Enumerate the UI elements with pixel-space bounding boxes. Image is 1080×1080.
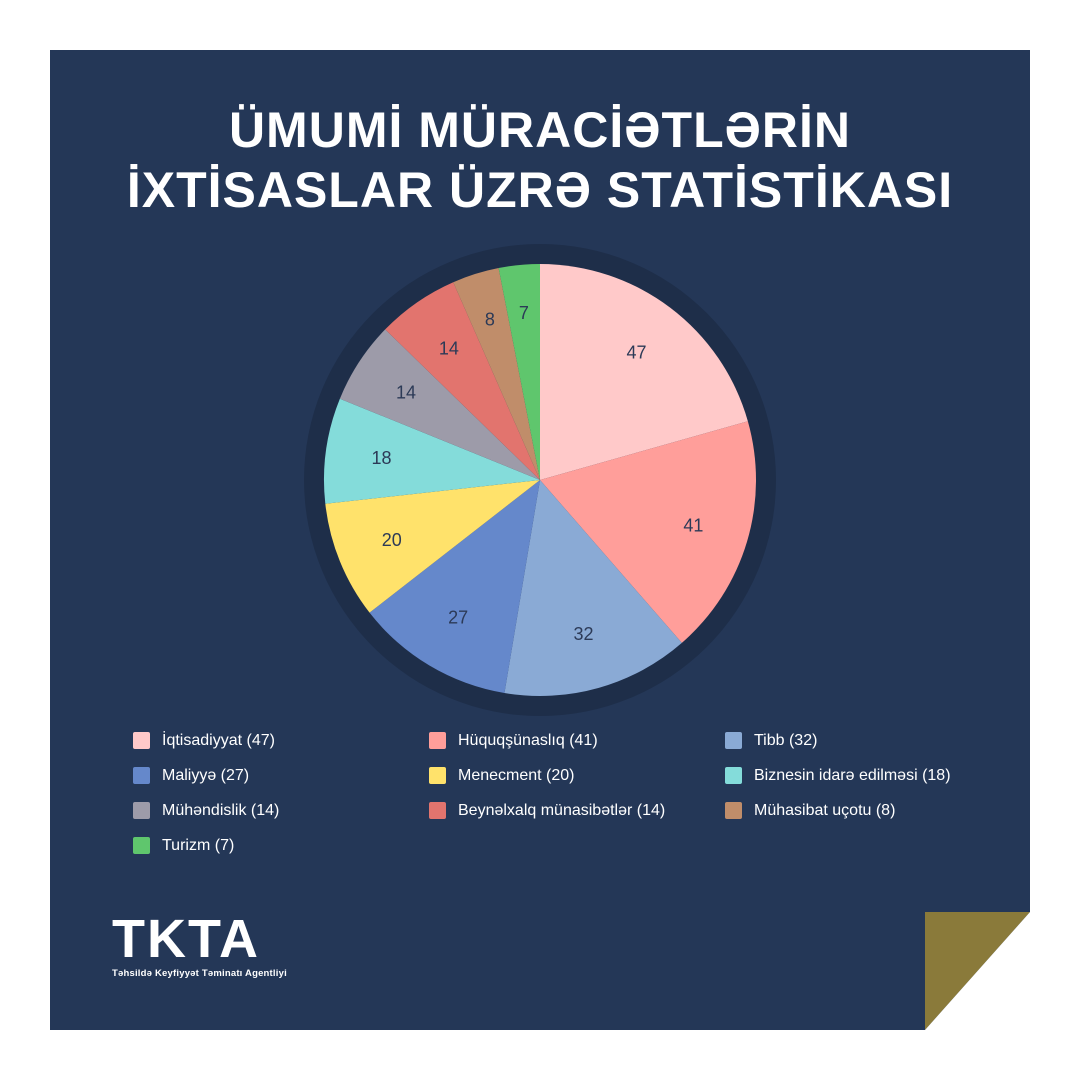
legend-label: Mühəndislik (14) (162, 801, 280, 819)
legend-item: Menecment (20) (429, 765, 725, 786)
legend-item: Maliyyə (27) (133, 765, 429, 786)
pie-slice-label-6: 18 (372, 448, 392, 468)
legend-label: İqtisadiyyat (47) (162, 731, 275, 749)
legend-item: Tibb (32) (725, 730, 1013, 751)
legend-label: Hüquqşünaslıq (41) (458, 731, 598, 749)
chart-legend: İqtisadiyyat (47) Hüquqşünaslıq (41) Tibb … (133, 730, 1013, 856)
pie-slice-8 (385, 282, 540, 480)
pie-slice-label-8: 14 (439, 339, 459, 359)
legend-item: İqtisadiyyat (47) (133, 730, 429, 751)
legend-item: Turizm (7) (133, 835, 429, 856)
pie-slice-label-3: 32 (574, 624, 594, 644)
pie-chart: 47 41 32 27 20 18 14 14 8 7 (304, 244, 776, 716)
legend-swatch (725, 732, 742, 749)
pie-slice-label-7: 14 (396, 382, 416, 402)
legend-swatch (429, 732, 446, 749)
legend-item: Beynəlxalq münasibətlər (14) (429, 800, 725, 821)
pie-slice-7 (339, 329, 540, 480)
pie-slice-label-2: 41 (683, 516, 703, 536)
legend-item: Hüquqşünaslıq (41) (429, 730, 725, 751)
legend-label: Beynəlxalq münasibətlər (14) (458, 801, 666, 819)
legend-swatch (133, 837, 150, 854)
legend-item: Mühasibat uçotu (8) (725, 800, 1013, 821)
brand-subtitle: Təhsildə Keyfiyyət Təminatı Agentliyi (112, 968, 287, 979)
pie-slice-label-10: 7 (519, 303, 529, 323)
legend-label: Maliyyə (27) (162, 766, 250, 784)
legend-label: Tibb (32) (754, 731, 818, 749)
legend-item: Mühəndislik (14) (133, 800, 429, 821)
pie-slice-label-4: 27 (448, 607, 468, 627)
page-corner-fold (925, 912, 1030, 1030)
pie-slice-3 (504, 480, 682, 696)
legend-label: Turizm (7) (162, 836, 235, 854)
pie-slice-2 (540, 421, 756, 643)
corner-fold-cutout (925, 912, 1030, 1030)
pie-slice-label-9: 8 (485, 310, 495, 330)
legend-swatch (429, 802, 446, 819)
pie-slice-6 (324, 398, 540, 504)
pie-slice-label-1: 47 (627, 342, 647, 362)
legend-label: Biznesin idarə edilməsi (18) (754, 766, 951, 784)
legend-swatch (725, 802, 742, 819)
legend-swatch (133, 767, 150, 784)
legend-label: Menecment (20) (458, 766, 575, 784)
infographic-card: ÜMUMİ MÜRACİƏTLƏRİN İXTİSASLAR ÜZRƏ STAT… (50, 50, 1030, 1030)
legend-swatch (725, 767, 742, 784)
brand-logo-block: TKTA Təhsildə Keyfiyyət Təminatı Agentli… (112, 912, 287, 979)
pie-slice-10 (498, 264, 540, 480)
legend-swatch (133, 732, 150, 749)
legend-swatch (133, 802, 150, 819)
brand-logo: TKTA (112, 909, 260, 969)
chart-title: ÜMUMİ MÜRACİƏTLƏRİN İXTİSASLAR ÜZRƏ STAT… (50, 100, 1030, 220)
pie-slice-label-5: 20 (382, 530, 402, 550)
legend-item: Biznesin idarə edilməsi (18) (725, 765, 1013, 786)
pie-slice-4 (369, 480, 540, 694)
pie-slice-5 (325, 480, 540, 613)
title-line-1: ÜMUMİ MÜRACİƏTLƏRİN (228, 102, 852, 158)
pie-slice-1 (540, 264, 748, 480)
legend-label: Mühasibat uçotu (8) (754, 801, 896, 819)
pie-slice-9 (453, 268, 540, 480)
title-line-2: İXTİSASLAR ÜZRƏ STATİSTİKASI (126, 162, 954, 218)
legend-swatch (429, 767, 446, 784)
